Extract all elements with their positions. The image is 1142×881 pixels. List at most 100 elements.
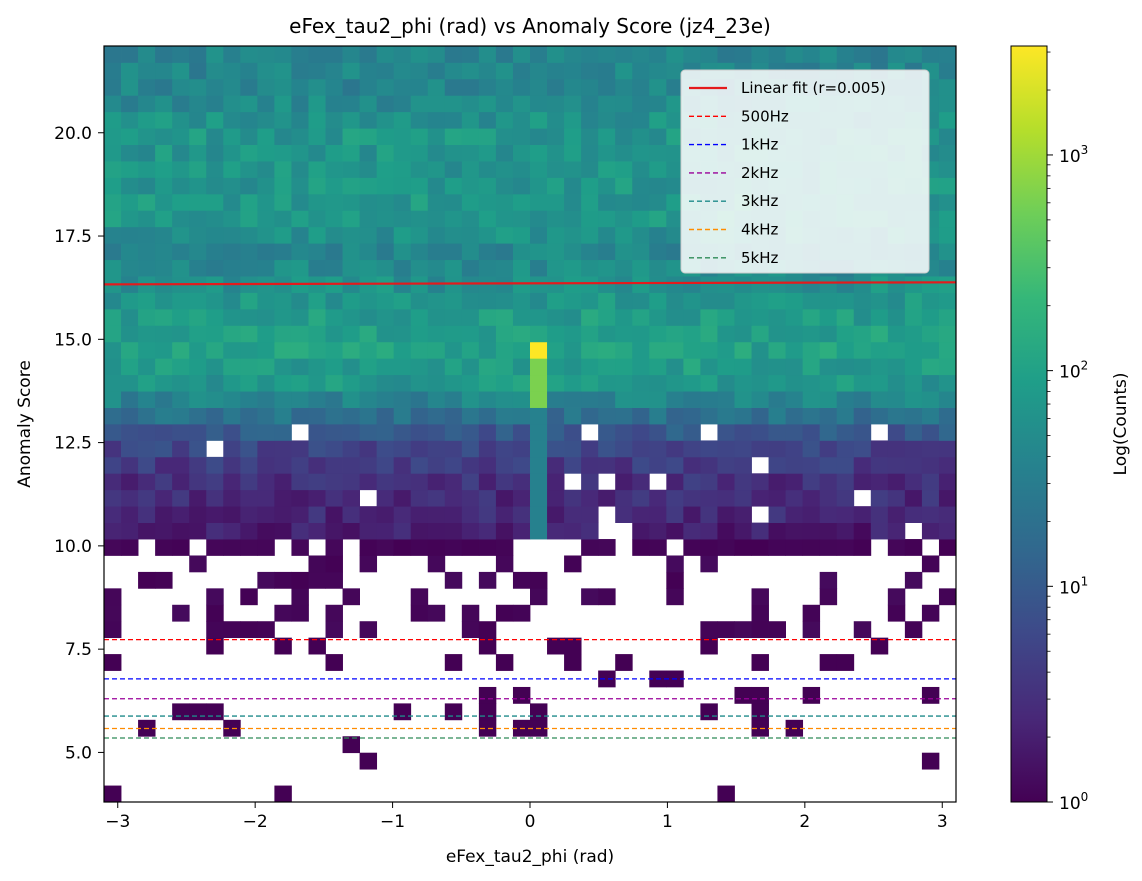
heatmap-cell [240,456,258,474]
heatmap-cell [666,46,684,63]
heatmap-cell [104,292,122,310]
heatmap-cell [291,489,309,507]
heatmap-cell [478,243,497,261]
heatmap-cell [547,391,565,408]
heatmap-cell [172,703,190,721]
heatmap-cell [257,473,275,491]
heatmap-cell [785,391,804,408]
heatmap-cell [921,522,940,540]
heatmap-cell [240,473,258,491]
heatmap-cell [104,588,122,606]
heatmap-cell [802,276,821,293]
heatmap-cell [938,95,957,113]
heatmap-cell [308,555,326,573]
heatmap-cell [410,292,429,310]
heatmap-cell [938,259,957,277]
heatmap-cell [649,325,667,343]
heatmap-cell [581,489,599,507]
heatmap-cell [785,358,804,376]
heatmap-cell [155,111,173,129]
heatmap-cell [461,604,480,622]
heatmap-cell [308,46,326,63]
heatmap-cell [921,358,940,376]
heatmap-cell [632,161,650,178]
heatmap-cell [887,325,906,343]
heatmap-cell [240,128,258,145]
heatmap-cell [564,226,582,244]
heatmap-cell [564,407,582,425]
heatmap-cell [138,144,156,162]
heatmap-cell [938,46,957,63]
heatmap-cell [530,78,548,96]
heatmap-cell [121,95,139,113]
heatmap-cell [393,144,412,162]
heatmap-cell [785,473,804,491]
heatmap-cell [427,292,446,310]
heatmap-cell [410,489,429,507]
heatmap-cell [325,522,343,540]
heatmap-cell [444,46,463,63]
heatmap-cell [155,95,173,113]
heatmap-cell [410,604,429,622]
heatmap-cell [206,144,224,162]
heatmap-cell [547,456,565,474]
heatmap-cell [121,226,139,244]
heatmap-cell [802,292,821,310]
heatmap-cell [206,193,224,211]
heatmap-cell [700,621,718,639]
heatmap-cell [410,46,429,63]
heatmap-cell [495,111,514,129]
heatmap-cell [598,177,616,195]
heatmap-cell [325,308,343,326]
heatmap-cell [512,686,531,704]
heatmap-cell [138,407,156,425]
heatmap-cell [530,571,548,589]
heatmap-cell [768,424,786,441]
heatmap-cell [530,407,548,425]
heatmap-cell [172,440,190,458]
heatmap-cell [376,128,395,145]
heatmap-cell [274,424,292,441]
heatmap-cell [615,506,633,523]
heatmap-cell [478,128,497,145]
heatmap-cell [683,276,701,293]
heatmap-cell [393,46,412,63]
heatmap-cell [632,358,650,376]
heatmap-cell [887,308,906,326]
heatmap-cell [649,95,667,113]
heatmap-cell [325,210,343,228]
heatmap-cell [308,489,326,507]
heatmap-cell [564,144,582,162]
heatmap-cell [547,440,565,458]
heatmap-cell [291,391,309,408]
heatmap-cell [138,193,156,211]
heatmap-cell [274,473,292,491]
heatmap-cell [155,308,173,326]
heatmap-cell [240,259,258,277]
heatmap-cell [444,440,463,458]
heatmap-cell [206,374,224,392]
heatmap-cell [104,440,122,458]
heatmap-cell [632,243,650,261]
heatmap-cell [478,621,497,639]
heatmap-cell [768,308,786,326]
heatmap-cell [461,226,480,244]
heatmap-cell [189,259,207,277]
heatmap-cell [138,440,156,458]
heatmap-cell [478,292,497,310]
heatmap-cell [121,522,139,540]
heatmap-cell [444,325,463,343]
heatmap-cell [785,374,804,392]
heatmap-cell [564,506,582,523]
heatmap-cell [325,193,343,211]
heatmap-cell [444,374,463,392]
heatmap-cell [138,325,156,343]
heatmap-cell [223,522,241,540]
heatmap-cell [427,95,446,113]
heatmap-cell [921,325,940,343]
heatmap-cell [615,226,633,244]
heatmap-cell [478,456,497,474]
heatmap-cell [581,144,599,162]
heatmap-cell [240,292,258,310]
heatmap-cell [921,374,940,392]
